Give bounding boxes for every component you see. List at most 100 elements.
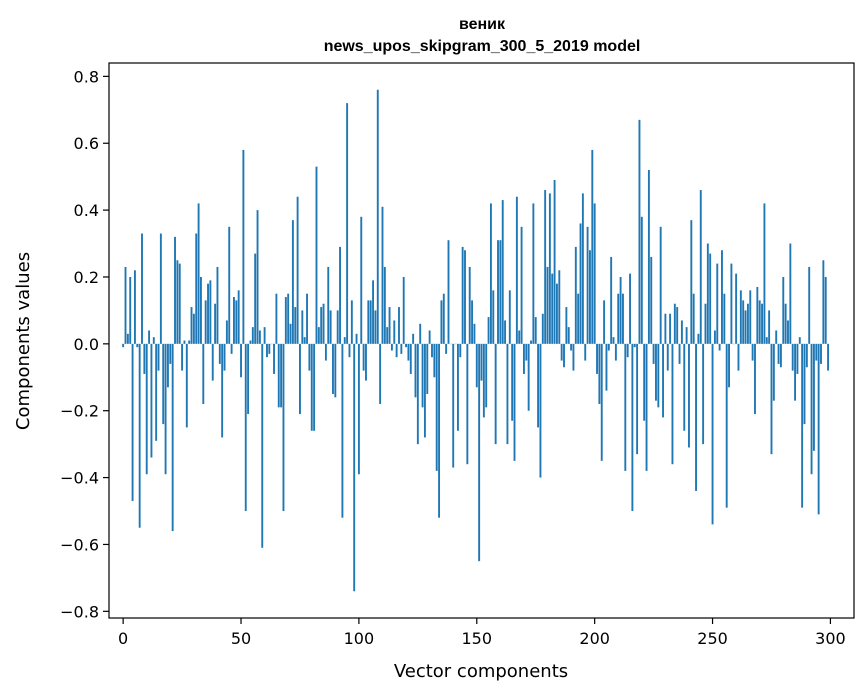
bar-12 — [150, 343, 153, 458]
bar-158 — [494, 343, 497, 445]
bar-7 — [138, 343, 141, 528]
bar-271 — [761, 303, 763, 344]
bar-16 — [159, 233, 162, 344]
bar-87 — [327, 266, 330, 344]
bar-123 — [412, 333, 415, 344]
bar-254 — [721, 250, 723, 344]
bar-150 — [475, 343, 478, 388]
bar-114 — [390, 343, 393, 351]
bar-175 — [534, 317, 537, 344]
bar-0 — [122, 343, 125, 348]
bar-235 — [676, 307, 679, 344]
bar-295 — [817, 343, 820, 515]
bar-257 — [728, 343, 730, 388]
bar-90 — [334, 343, 337, 398]
bar-283 — [789, 243, 792, 344]
bar-54 — [249, 340, 252, 344]
bar-296 — [820, 343, 822, 364]
bar-287 — [798, 337, 801, 344]
bar-61 — [266, 343, 268, 358]
bar-64 — [273, 343, 275, 374]
x-tick-label: 0 — [118, 629, 128, 648]
bar-67 — [280, 343, 283, 408]
bar-110 — [381, 206, 384, 344]
bar-166 — [513, 343, 516, 461]
bar-72 — [291, 220, 294, 344]
bar-98 — [353, 343, 356, 592]
bar-126 — [419, 323, 422, 344]
bar-165 — [511, 343, 514, 421]
bar-183 — [553, 180, 556, 344]
bar-260 — [735, 273, 738, 344]
bar-218 — [636, 343, 639, 455]
y-tick-label: −0.2 — [60, 402, 99, 421]
bar-163 — [506, 343, 509, 445]
bar-213 — [624, 343, 627, 471]
y-tick-label: 0.0 — [74, 335, 99, 354]
bar-217 — [633, 343, 636, 348]
bar-13 — [152, 337, 155, 344]
x-tick-label: 250 — [697, 629, 728, 648]
bar-164 — [508, 290, 511, 344]
bar-269 — [756, 287, 759, 344]
bar-172 — [527, 343, 530, 411]
bar-262 — [739, 290, 742, 344]
bar-118 — [400, 343, 403, 354]
bar-44 — [225, 320, 228, 344]
y-tick-label: −0.8 — [60, 602, 99, 621]
bar-157 — [492, 290, 495, 344]
bar-208 — [612, 337, 615, 344]
bar-81 — [313, 343, 316, 431]
bar-102 — [362, 343, 365, 371]
bar-96 — [348, 343, 351, 358]
plot-frame — [108, 62, 855, 619]
bar-69 — [284, 297, 287, 344]
bar-265 — [746, 303, 749, 344]
bar-143 — [459, 343, 462, 358]
bar-140 — [452, 343, 455, 468]
bars-group — [122, 89, 830, 592]
bar-130 — [428, 330, 431, 344]
bar-267 — [751, 343, 754, 361]
bar-88 — [329, 310, 332, 344]
bar-223 — [647, 169, 650, 344]
bar-144 — [461, 246, 464, 344]
bar-298 — [824, 276, 827, 344]
bar-73 — [294, 307, 297, 344]
bar-187 — [563, 343, 565, 368]
bar-94 — [343, 337, 346, 344]
bar-15 — [157, 343, 160, 371]
bar-246 — [702, 343, 705, 445]
bar-4 — [131, 343, 134, 501]
bar-240 — [688, 343, 690, 448]
bar-215 — [629, 273, 631, 344]
bar-152 — [480, 343, 483, 381]
bar-59 — [261, 343, 264, 548]
bar-89 — [332, 343, 334, 394]
bar-231 — [666, 343, 669, 371]
bar-70 — [287, 293, 290, 344]
bar-293 — [812, 343, 815, 451]
bar-128 — [423, 343, 426, 438]
bar-193 — [577, 293, 580, 344]
bar-71 — [289, 323, 292, 344]
bar-194 — [579, 223, 582, 344]
y-ticks-group: −0.8 −0.6 −0.4 −0.2 0.0 0.2 0.4 0.6 0.8 — [60, 67, 109, 621]
bar-242 — [692, 293, 695, 344]
bar-221 — [643, 343, 646, 421]
bar-93 — [341, 343, 344, 518]
bar-79 — [308, 343, 311, 371]
bar-31 — [195, 233, 198, 344]
bar-249 — [709, 253, 712, 344]
bar-148 — [471, 300, 474, 344]
bar-178 — [541, 313, 544, 344]
bar-149 — [473, 323, 476, 344]
bar-80 — [310, 343, 313, 431]
bar-245 — [699, 190, 702, 344]
bar-253 — [718, 343, 721, 351]
bar-261 — [737, 343, 740, 371]
bar-198 — [589, 250, 591, 344]
bar-17 — [162, 343, 165, 425]
bar-281 — [784, 303, 787, 344]
